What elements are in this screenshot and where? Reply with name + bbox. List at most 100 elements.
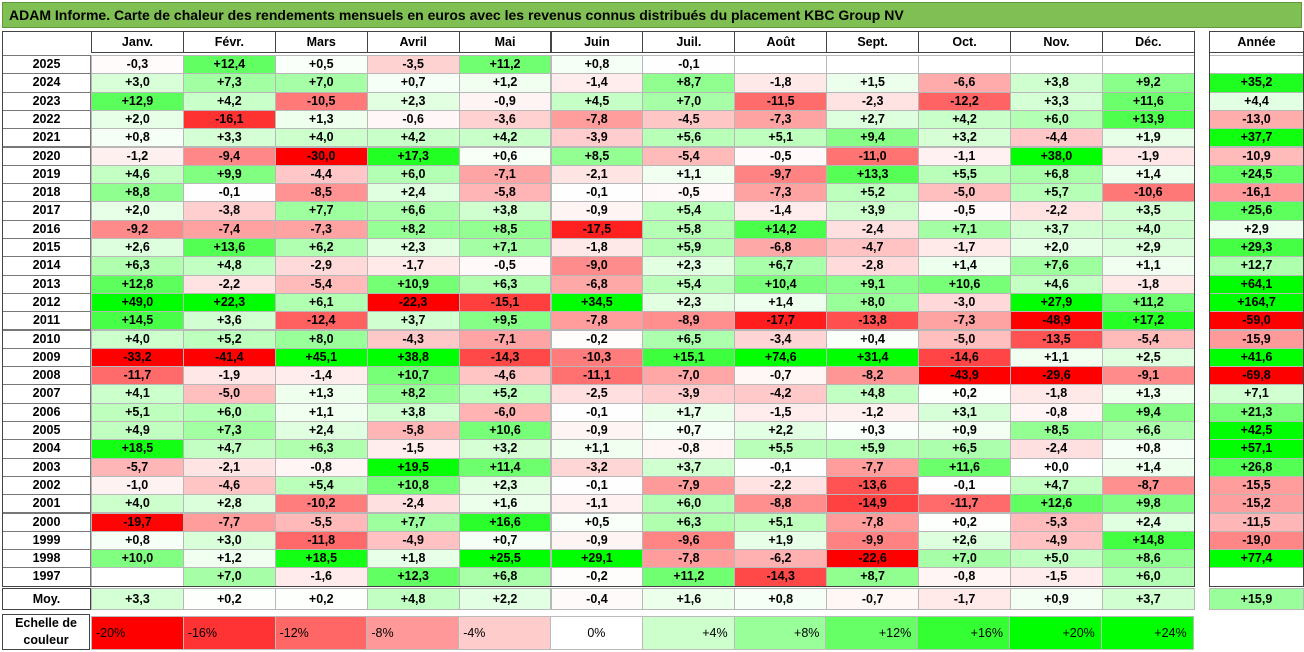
month-header: Déc. bbox=[1101, 31, 1195, 53]
heatmap-cell: +5,9 bbox=[826, 439, 920, 459]
heatmap-cell: +0,9 bbox=[918, 421, 1011, 441]
heatmap-cell: -8,9 bbox=[642, 311, 736, 331]
heatmap-cell: +1,1 bbox=[1010, 347, 1103, 368]
heatmap-cell: -0,9 bbox=[458, 91, 552, 111]
heatmap-cell: +13,6 bbox=[182, 238, 276, 258]
row-year-label: 2012 bbox=[2, 292, 91, 313]
heatmap-cell: +17,2 bbox=[1101, 311, 1195, 331]
heatmap-cell: +27,9 bbox=[1010, 292, 1103, 313]
heatmap-cell: +1,1 bbox=[642, 164, 736, 185]
heatmap-cell: -7,4 bbox=[182, 219, 276, 239]
color-scale-label: Echelle de couleur bbox=[2, 614, 90, 650]
heatmap-cell: -7,8 bbox=[550, 109, 644, 130]
heatmap-cell: +5,0 bbox=[1010, 549, 1103, 569]
heatmap-cell: -0,1 bbox=[918, 475, 1011, 496]
heatmap-cell: -7,3 bbox=[734, 109, 828, 130]
row-year-label: 2017 bbox=[2, 201, 91, 221]
heatmap-cell: +7,3 bbox=[182, 421, 276, 441]
heatmap-cell: -3,8 bbox=[182, 201, 276, 221]
average-row-label: Moy. bbox=[2, 587, 91, 610]
heatmap-cell: -8,5 bbox=[274, 183, 368, 203]
color-scale-step: -12% bbox=[274, 616, 368, 650]
heatmap-cell: -14,3 bbox=[458, 347, 552, 368]
heatmap-cell: +11,4 bbox=[458, 457, 552, 477]
row-year-label: 2025 bbox=[2, 55, 91, 75]
heatmap-cell: -22,3 bbox=[366, 292, 460, 313]
annual-return-cell: -15,9 bbox=[1209, 329, 1304, 349]
heatmap-cell: -4,9 bbox=[1010, 530, 1103, 551]
heatmap-cell: +74,6 bbox=[734, 347, 828, 368]
row-year-label: 2003 bbox=[2, 457, 91, 477]
heatmap-cell: +12,8 bbox=[91, 274, 184, 294]
heatmap-cell: -10,2 bbox=[274, 494, 368, 514]
year-header: Année bbox=[1209, 31, 1304, 53]
month-header: Mars bbox=[274, 31, 368, 53]
heatmap-cell: +2,7 bbox=[826, 109, 920, 130]
heatmap-cell: -0,9 bbox=[550, 421, 644, 441]
heatmap-cell: -0,8 bbox=[274, 457, 368, 477]
heatmap-cell: -14,9 bbox=[826, 494, 920, 514]
heatmap-cell: +1,3 bbox=[274, 384, 368, 404]
heatmap-cell: -2,2 bbox=[734, 475, 828, 496]
row-year-label: 1997 bbox=[2, 567, 91, 587]
heatmap-cell: +9,9 bbox=[182, 164, 276, 185]
heatmap-cell bbox=[734, 55, 828, 75]
heatmap-cell: +4,9 bbox=[91, 421, 184, 441]
heatmap-cell: +4,0 bbox=[274, 128, 368, 148]
heatmap-cell: +1,6 bbox=[458, 494, 552, 514]
heatmap-cell: -4,4 bbox=[274, 164, 368, 185]
heatmap-cell: +4,2 bbox=[458, 128, 552, 148]
heatmap-cell: +5,1 bbox=[91, 402, 184, 422]
heatmap-cell: +12,9 bbox=[91, 91, 184, 111]
heatmap-cell: +2,6 bbox=[91, 238, 184, 258]
heatmap-cell: +0,2 bbox=[918, 512, 1011, 532]
heatmap-cell: +38,0 bbox=[1010, 146, 1103, 166]
heatmap-cell: -3,4 bbox=[734, 329, 828, 349]
heatmap-cell: -16,1 bbox=[182, 109, 276, 130]
heatmap-cell: -1,7 bbox=[366, 256, 460, 276]
heatmap-cell: +29,1 bbox=[550, 549, 644, 569]
heatmap-cell: -0,2 bbox=[550, 567, 644, 587]
row-year-label: 2021 bbox=[2, 128, 91, 148]
heatmap-cell: -8,8 bbox=[734, 494, 828, 514]
heatmap-cell: +14,5 bbox=[91, 311, 184, 331]
heatmap-cell: +8,5 bbox=[458, 219, 552, 239]
heatmap-cell: +0,7 bbox=[366, 73, 460, 93]
average-cell: +1,6 bbox=[642, 587, 736, 610]
heatmap-cell: +5,8 bbox=[642, 219, 736, 239]
heatmap-cell: +1,2 bbox=[458, 73, 552, 93]
annual-return-cell: +12,7 bbox=[1209, 256, 1304, 276]
annual-return-cell: -19,0 bbox=[1209, 530, 1304, 551]
heatmap-cell: -7,3 bbox=[274, 219, 368, 239]
heatmap-cell: -7,8 bbox=[826, 512, 920, 532]
heatmap-cell: +6,6 bbox=[366, 201, 460, 221]
color-scale-step: +12% bbox=[825, 616, 919, 650]
heatmap-cell: +1,9 bbox=[1101, 128, 1195, 148]
heatmap-cell: -13,8 bbox=[826, 311, 920, 331]
heatmap-cell: +15,1 bbox=[642, 347, 736, 368]
heatmap-cell: +1,7 bbox=[642, 402, 736, 422]
heatmap-cell: +2,0 bbox=[91, 109, 184, 130]
heatmap-cell: +2,4 bbox=[274, 421, 368, 441]
heatmap-cell: -2,1 bbox=[550, 164, 644, 185]
row-year-label: 2014 bbox=[2, 256, 91, 276]
heatmap-cell: +11,2 bbox=[642, 567, 736, 587]
heatmap-cell: +8,8 bbox=[91, 183, 184, 203]
heatmap-cell: +6,0 bbox=[1101, 567, 1195, 587]
heatmap-cell: +4,2 bbox=[182, 91, 276, 111]
heatmap-cell: +11,6 bbox=[918, 457, 1011, 477]
heatmap-cell: +1,8 bbox=[366, 549, 460, 569]
heatmap-cell: +45,1 bbox=[274, 347, 368, 368]
heatmap-cell: +4,2 bbox=[918, 109, 1011, 130]
heatmap-cell: +6,1 bbox=[274, 292, 368, 313]
heatmap-cell: -30,0 bbox=[274, 146, 368, 166]
heatmap-cell: +13,3 bbox=[826, 164, 920, 185]
heatmap-cell: -0,8 bbox=[1010, 402, 1103, 422]
heatmap-cell: -10,3 bbox=[550, 347, 644, 368]
annual-return-cell: +37,7 bbox=[1209, 128, 1304, 148]
heatmap-cell: -0,1 bbox=[734, 457, 828, 477]
average-cell: +0,2 bbox=[274, 587, 368, 610]
heatmap-cell: -3,9 bbox=[642, 384, 736, 404]
heatmap-cell: +16,6 bbox=[458, 512, 552, 532]
heatmap-cell: -11,8 bbox=[274, 530, 368, 551]
